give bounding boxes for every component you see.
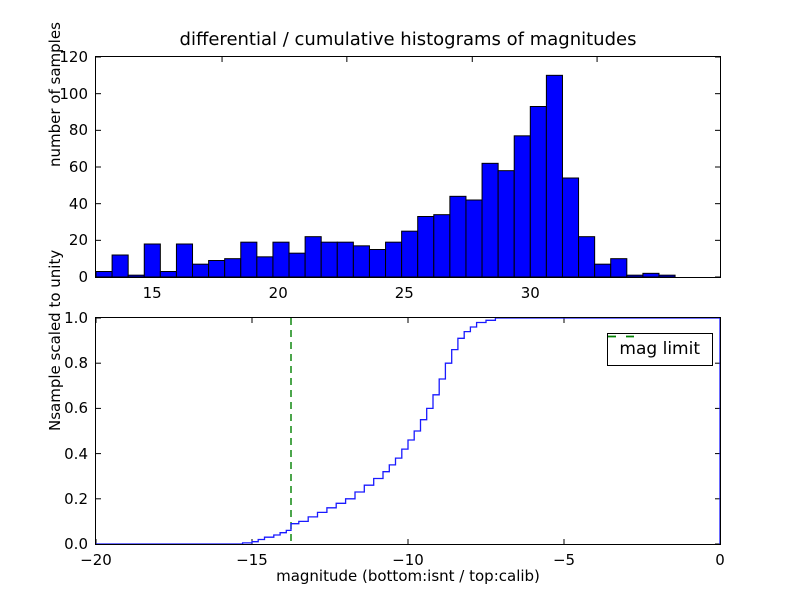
top-x-tick-label: 30 <box>520 284 540 302</box>
histogram-bar <box>401 230 419 277</box>
histogram-bar <box>127 274 145 277</box>
top-y-tick-label: 60 <box>68 158 88 176</box>
histogram-bar <box>497 170 515 277</box>
bottom-axes-cumulative: mag limit <box>95 317 721 545</box>
top-axes-histogram <box>95 56 721 278</box>
bottom-x-tick-label: −5 <box>552 551 576 569</box>
bottom-x-tick-label: −15 <box>236 551 268 569</box>
histogram-bar <box>481 162 499 277</box>
histogram-bar <box>336 241 354 277</box>
bottom-y-tick-label: 0.2 <box>64 489 88 508</box>
top-y-tick-label: 100 <box>59 84 88 103</box>
histogram-bar <box>208 260 226 277</box>
top-x-tick-label: 25 <box>394 284 414 302</box>
histogram-bar <box>513 135 531 277</box>
cumulative-step-curve <box>96 318 720 544</box>
top-y-tick-label: 80 <box>68 121 88 140</box>
histogram-bar <box>626 274 644 277</box>
histogram-bar <box>352 245 370 277</box>
bottom-x-tick-label: −10 <box>392 551 424 569</box>
histogram-bar <box>143 243 161 277</box>
bottom-x-tick-label: 0 <box>715 551 725 569</box>
histogram-bar <box>256 256 274 277</box>
cumulative-plot-area <box>96 318 720 544</box>
histogram-bar <box>304 236 322 277</box>
histogram-bar <box>433 214 451 277</box>
histogram-bar <box>465 199 483 277</box>
top-y-tick-label: 120 <box>59 48 88 66</box>
bottom-y-tick-label: 0.4 <box>64 444 88 463</box>
histogram-bar <box>224 258 242 277</box>
histogram-bar <box>545 74 563 277</box>
bottom-y-tick-label: 1.0 <box>64 309 88 327</box>
histogram-bar <box>658 274 676 277</box>
legend-dash-icon <box>608 335 645 338</box>
top-y-tick-label: 40 <box>68 194 88 213</box>
histogram-plot-area <box>96 57 720 277</box>
top-x-tick-label: 20 <box>268 284 288 302</box>
top-x-tick-label: 15 <box>142 284 162 302</box>
bottom-y-tick-label: 0.0 <box>64 535 88 553</box>
histogram-bar <box>385 241 403 277</box>
histogram-bar <box>368 249 387 277</box>
histogram-bar <box>288 252 306 277</box>
histogram-bar <box>175 243 194 277</box>
bottom-y-tick-label: 0.8 <box>64 354 88 373</box>
histogram-bar <box>111 254 129 277</box>
top-y-tick-label: 20 <box>68 231 88 250</box>
histogram-bar <box>610 258 628 277</box>
chart-title: differential / cumulative histograms of … <box>179 29 637 50</box>
bottom-y-tick-label: 0.6 <box>64 399 88 418</box>
x-axis-label: magnitude (bottom:isnt / top:calib) <box>276 567 540 585</box>
legend-label: mag limit <box>619 339 700 359</box>
legend: mag limit <box>607 333 713 366</box>
histogram-bar <box>529 106 547 277</box>
histogram-bar <box>240 241 258 277</box>
histogram-bar <box>272 241 290 277</box>
top-y-tick-label: 0 <box>78 268 88 286</box>
histogram-bar <box>192 263 210 277</box>
histogram-bar <box>642 272 660 277</box>
histogram-bar <box>594 263 612 277</box>
histogram-bar <box>159 271 177 277</box>
histogram-bar <box>578 236 596 277</box>
histogram-bar <box>96 271 113 277</box>
histogram-bar <box>561 177 580 277</box>
histogram-bar <box>417 216 435 277</box>
histogram-bar <box>449 195 467 277</box>
bottom-x-tick-label: −20 <box>80 551 112 569</box>
histogram-bar <box>320 241 338 277</box>
